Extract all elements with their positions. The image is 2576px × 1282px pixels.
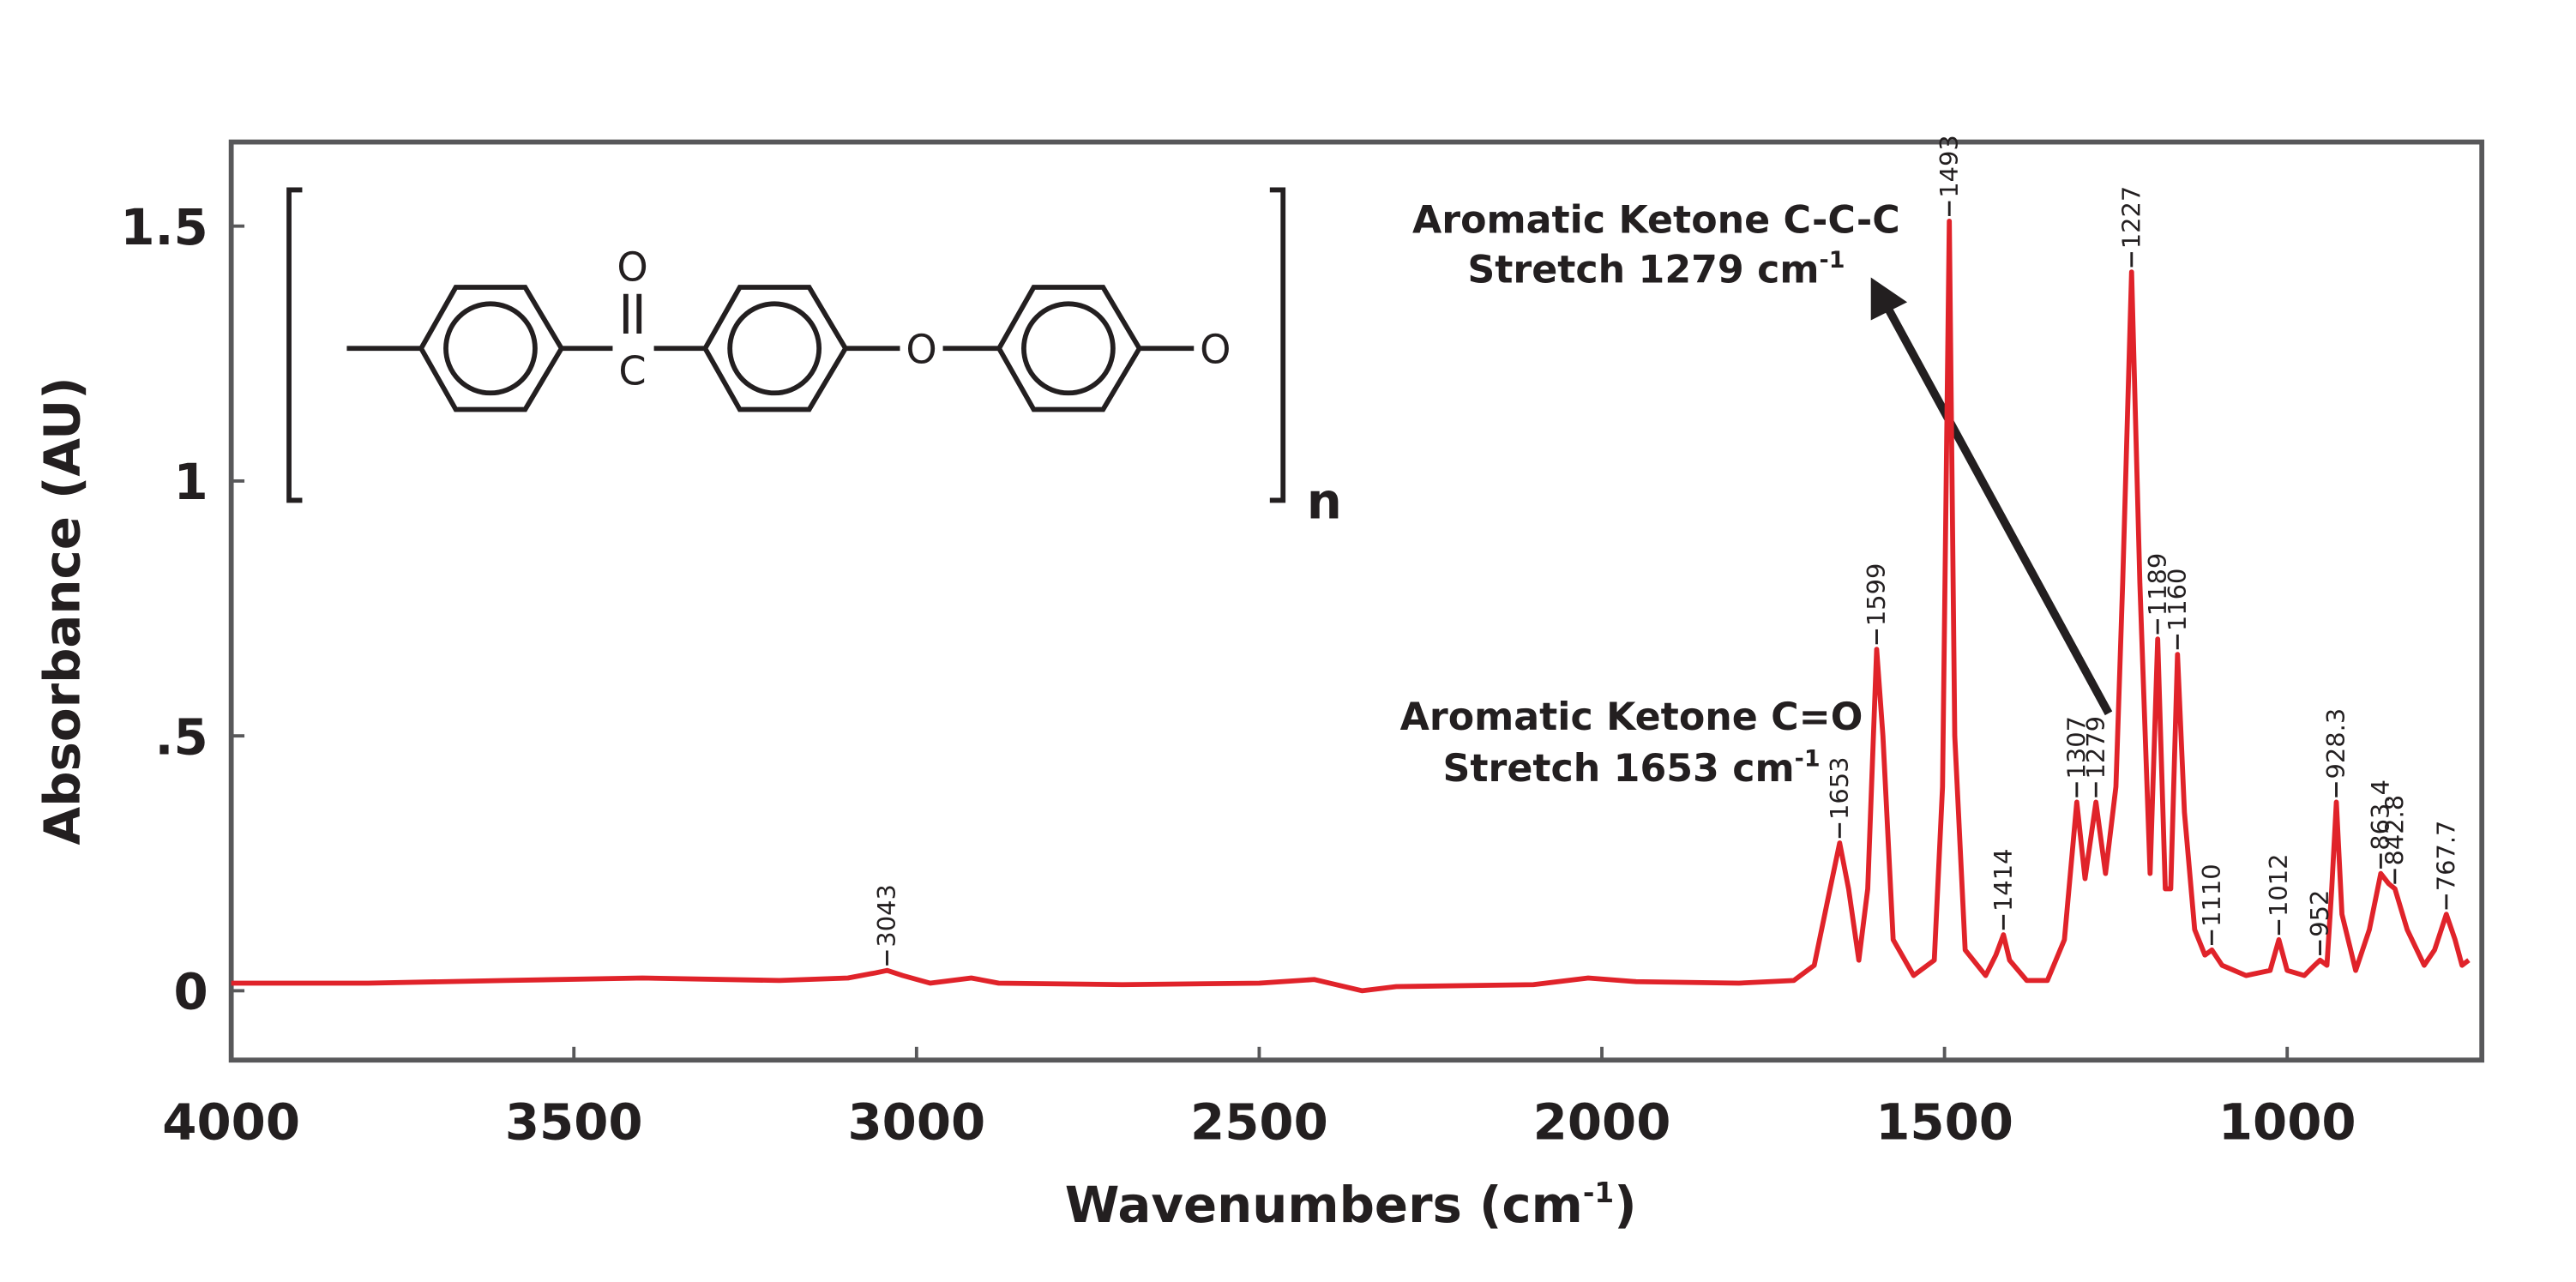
- peak-label: 1227: [2116, 186, 2146, 249]
- peak-label: 1279: [2081, 716, 2110, 779]
- x-tick-label: 2000: [1533, 1093, 1671, 1152]
- y-tick-label: 1.5: [120, 198, 208, 256]
- x-axis-label: Wavenumbers (cm: [1065, 1176, 1583, 1234]
- peak-label: 3043: [872, 884, 901, 948]
- peak-label: 1414: [1989, 849, 2018, 912]
- x-tick-label: 3500: [505, 1093, 643, 1152]
- x-axis-label-sup: -1: [1583, 1177, 1614, 1209]
- annotation-sup: -1: [1820, 247, 1845, 274]
- peak-label: 952: [2305, 890, 2334, 937]
- annotation: Stretch 1279 cm-1: [1467, 247, 1845, 292]
- peak-label: 863.4: [2366, 779, 2395, 851]
- x-tick-label: 1500: [1875, 1093, 2013, 1152]
- annotation: Stretch 1653 cm-1: [1442, 745, 1820, 790]
- peak-label: 767.7: [2431, 821, 2460, 892]
- x-axis-label: ): [1614, 1176, 1636, 1234]
- atom-label: O: [906, 327, 936, 373]
- annotation: Stretch 1279 cm: [1467, 248, 1819, 292]
- x-tick-label: 4000: [162, 1093, 300, 1152]
- annotation-sup: -1: [1795, 745, 1821, 772]
- peak-label: 1653: [1825, 757, 1854, 821]
- peak-label: 1160: [2163, 569, 2192, 631]
- repeat-label: n: [1307, 472, 1342, 531]
- peak-label: 1307: [2061, 716, 2091, 779]
- x-tick-label: 2500: [1190, 1093, 1328, 1152]
- spectrum-line: [231, 218, 2471, 994]
- annotation: Aromatic Ketone C-C-C: [1412, 199, 1900, 243]
- y-tick-label: 1: [174, 453, 208, 511]
- peak-label: 1493: [1935, 135, 1964, 197]
- annotation: Aromatic Ketone C=O: [1400, 695, 1863, 739]
- y-axis-label: Absorbance (AU): [33, 376, 91, 845]
- peak-label: 928.3: [2321, 708, 2350, 779]
- peak-label: 842.8: [2380, 795, 2409, 866]
- peak-label: 1599: [1862, 563, 1891, 626]
- structure: [286, 187, 1286, 503]
- plot-frame: [228, 139, 2485, 1063]
- arrow-head: [1870, 277, 1908, 321]
- arrow: [1883, 304, 2113, 716]
- peak-label: 1189: [2143, 553, 2172, 617]
- x-tick-label: 1000: [2218, 1093, 2356, 1152]
- y-tick-label: 0: [174, 963, 208, 1021]
- peak-label: 1012: [2264, 853, 2293, 916]
- peak-label: 1110: [2197, 864, 2226, 927]
- atom-label: O: [617, 244, 647, 290]
- atom-label: C: [618, 348, 646, 394]
- annotation: Stretch 1653 cm: [1442, 747, 1794, 791]
- y-tick-label: .5: [155, 707, 208, 766]
- x-axis-label: Wavenumbers (cm-1): [1065, 1176, 1637, 1234]
- atom-label: O: [1200, 327, 1231, 373]
- x-tick-label: 3000: [847, 1093, 985, 1152]
